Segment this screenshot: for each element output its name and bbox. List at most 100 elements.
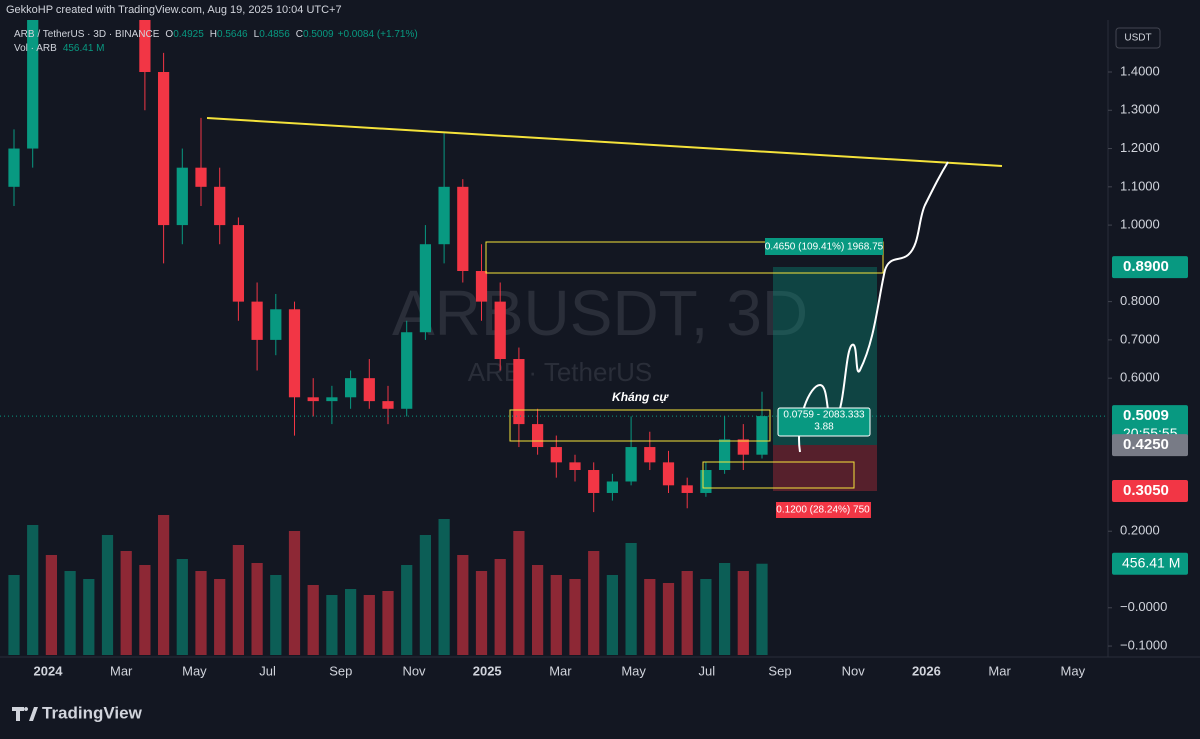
volume-bar: [232, 545, 245, 655]
candle-body: [307, 397, 319, 402]
volume-bar: [139, 565, 151, 655]
volume-bar: [662, 583, 675, 655]
candle-body: [401, 332, 413, 409]
volume-bar: [157, 515, 170, 655]
x-tick-label: Jul: [259, 663, 276, 678]
candle-body: [662, 462, 675, 486]
volume-bar: [307, 585, 319, 655]
ohlc: O0.4925 H0.5646 L0.4856 C0.5009: [165, 29, 334, 40]
plot: [0, 20, 1108, 655]
candle-body: [756, 416, 768, 455]
x-tick-label: Sep: [329, 663, 352, 678]
x-tick-label: Mar: [988, 663, 1011, 678]
x-tick-label: May: [621, 663, 646, 678]
volume-bar: [550, 575, 562, 655]
y-tick-label: −0.1000: [1120, 637, 1167, 652]
price-label: 0.3050: [1123, 482, 1169, 499]
watermark: ARBUSDT, 3D: [392, 277, 808, 349]
candle-body: [344, 378, 357, 398]
volume-bar: [438, 519, 450, 655]
volume-bar: [625, 543, 637, 655]
volume-bar: [27, 525, 39, 655]
ohlc-value: 0.4925: [173, 29, 204, 40]
volume-label-box: [1112, 552, 1188, 575]
x-tick-label: Nov: [842, 663, 866, 678]
volume-bar: [756, 563, 768, 655]
candle-body: [176, 167, 188, 226]
candle-body: [157, 72, 170, 226]
volume-bar: [700, 579, 712, 655]
candle-body: [625, 447, 637, 482]
candle-body: [214, 186, 226, 226]
volume-bar: [64, 571, 76, 655]
candle-body: [8, 148, 20, 187]
price-label-box: [1112, 256, 1188, 279]
volume-bar: [494, 559, 506, 655]
volume-bar: [475, 571, 488, 655]
candle-body: [569, 462, 581, 471]
volume-bar: [195, 571, 207, 655]
zone-box: [485, 241, 884, 274]
price-label-box: [1112, 480, 1188, 503]
x-tick-label: 2024: [34, 663, 64, 678]
credit: GekkoHP created with TradingView.com, Au…: [6, 4, 342, 16]
ratio-value: 3.88: [814, 422, 834, 433]
volume-bar: [644, 579, 656, 655]
volume-bar: [531, 565, 544, 655]
volume-bar: [419, 535, 432, 655]
ohlc-key: H: [210, 29, 217, 40]
y-tick-label: 1.3000: [1120, 102, 1160, 117]
candle-body: [737, 439, 749, 455]
ohlc-value: 0.5009: [303, 29, 334, 40]
y-tick-label: 1.0000: [1120, 217, 1160, 232]
label-box: [777, 407, 871, 437]
volume-value: 456.41 M: [63, 43, 105, 54]
candle-body: [588, 470, 600, 493]
ohlc-key: O: [165, 29, 173, 40]
candle-body: [531, 424, 544, 448]
candle-body: [438, 186, 450, 245]
candle-body: [363, 378, 375, 402]
volume-bar: [214, 579, 226, 655]
candle-body: [288, 309, 301, 398]
logo: TradingView: [12, 703, 143, 722]
price-label: 0.8900: [1123, 258, 1169, 275]
price-label: 0.4250: [1123, 436, 1169, 453]
volume-bar: [270, 575, 282, 655]
volume-bar: [401, 565, 413, 655]
legend: ARB / TetherUS · 3D · BINANCE O0.4925 H0.5…: [14, 29, 418, 40]
change: +0.0084 (+1.71%): [338, 29, 418, 40]
volume-bar: [363, 595, 375, 655]
candle-body: [419, 244, 432, 333]
volume-bar: [457, 555, 469, 655]
drawings: Kháng cự 0.4650 (109.41%) 1968.75 0.0759…: [206, 117, 1003, 518]
candle-body: [457, 186, 469, 272]
annotation: Kháng cự: [612, 390, 669, 404]
volume-bar: [8, 575, 20, 655]
x-tick-label: May: [1061, 663, 1086, 678]
x-tick-label: 2026: [912, 663, 941, 678]
volume-legend: Vol · ARB 456.41 M: [14, 43, 105, 54]
volume-bar: [288, 531, 301, 655]
volume-bar: [513, 531, 525, 655]
volume-bar: [382, 591, 394, 655]
price-label: 0.5009: [1123, 407, 1169, 424]
currency-button[interactable]: [1115, 27, 1161, 49]
ohlc-value: 0.4856: [259, 29, 290, 40]
stop-zone: [773, 445, 877, 491]
logo-text: TradingView: [42, 703, 143, 722]
volume-bar: [251, 563, 263, 655]
x-tick-label: 2025: [473, 663, 502, 678]
currency[interactable]: USDT: [1124, 33, 1151, 44]
y-tick-label: 1.1000: [1120, 178, 1160, 193]
volume-bar: [344, 589, 357, 655]
x-tick-label: May: [182, 663, 207, 678]
x-tick-label: Mar: [110, 663, 133, 678]
y-tick-label: 0.7000: [1120, 331, 1160, 346]
volume-bar: [101, 535, 114, 655]
y-tick-label: 0.2000: [1120, 523, 1160, 538]
candle-body: [606, 481, 619, 493]
candle-body: [195, 167, 207, 187]
candle-body: [644, 447, 656, 463]
